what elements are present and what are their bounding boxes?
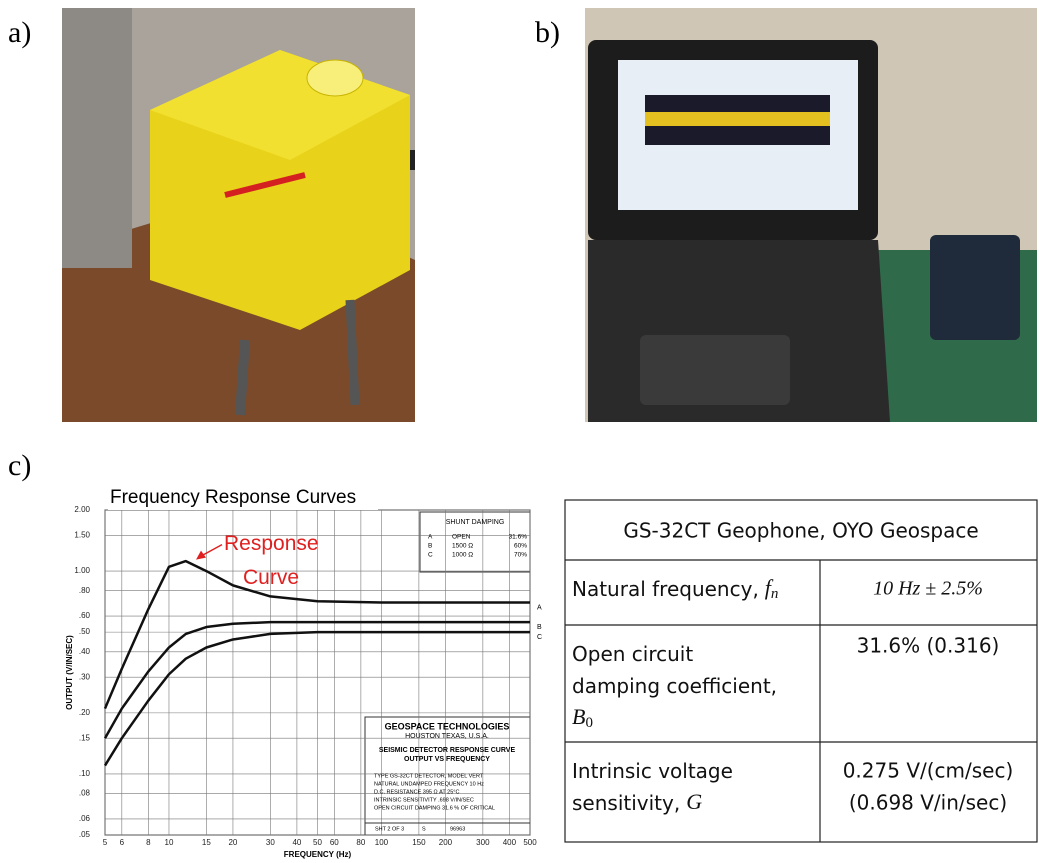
- row-label: Intrinsic voltage: [572, 759, 733, 783]
- x-tick-label: 60: [330, 838, 339, 847]
- y-tick-label: .08: [79, 789, 91, 798]
- x-tick-label: 20: [228, 838, 237, 847]
- x-tick-label: 8: [146, 838, 151, 847]
- y-tick-label: .80: [79, 586, 91, 595]
- x-tick-label: 500: [523, 838, 537, 847]
- info-footer: SHT 2 OF 3: [375, 826, 404, 832]
- info-line: NATURAL UNDAMPED FREQUENCY 10 Hz: [374, 781, 484, 787]
- info-line: INTRINSIC SENSITIVITY .698 V/IN/SEC: [374, 797, 474, 803]
- figure: a) b) c) 5 6 8 10 15 20 30 40 50 60 80 100 150 200 300 400…: [0, 0, 1039, 863]
- y-tick-label: .20: [79, 708, 91, 717]
- shunt-cell: OPEN: [452, 534, 471, 541]
- shunt-cell: 1500 Ω: [452, 543, 473, 550]
- row-symbol: B: [572, 704, 585, 729]
- x-tick-label: 15: [202, 838, 211, 847]
- annotation: Curve: [243, 566, 299, 589]
- shunt-cell: 31.6%: [509, 534, 528, 541]
- table-header: GS-32CT Geophone, OYO Geospace: [623, 519, 978, 543]
- y-tick-label: .40: [79, 647, 91, 656]
- row-label: Natural frequency,fn: [572, 575, 778, 602]
- info-line: OUTPUT VS FREQUENCY: [404, 756, 490, 763]
- row-subscript: 0: [585, 715, 593, 731]
- row-value: 10 Hz ± 2.5%: [873, 578, 983, 600]
- row-label: damping coefficient,: [572, 674, 777, 698]
- row-label-text: Natural frequency,: [572, 577, 759, 601]
- y-tick-label: 2.00: [74, 505, 90, 514]
- shunt-title: SHUNT DAMPING: [446, 519, 505, 526]
- row-label: B0: [572, 704, 593, 731]
- x-tick-label: 200: [439, 838, 453, 847]
- annotation-arrowhead: [196, 551, 206, 560]
- series-label: B: [537, 624, 542, 631]
- x-tick-label: 100: [375, 838, 389, 847]
- x-tick-label: 30: [266, 838, 275, 847]
- row-label-text: Intrinsic voltage: [572, 759, 733, 783]
- page: {"panel_labels": ["a)", "b)", "c)"], "ch…: [0, 0, 1039, 863]
- photo-laptop: [585, 8, 1037, 422]
- x-tick-label: 10: [165, 838, 174, 847]
- y-tick-label: .15: [79, 733, 91, 742]
- x-tick-label: 40: [292, 838, 301, 847]
- shunt-cell: 70%: [514, 552, 527, 559]
- row-value: (0.698 V/in/sec): [849, 791, 1007, 815]
- y-tick-label: .60: [79, 611, 91, 620]
- row-label-text: sensitivity,: [572, 791, 680, 815]
- x-tick-label: 300: [476, 838, 490, 847]
- series-label: C: [537, 634, 542, 641]
- row-label-text: damping coefficient,: [572, 674, 777, 698]
- row-value: 0.275 V/(cm/sec): [843, 759, 1014, 783]
- panel-label: a): [8, 16, 31, 49]
- photo-geophone: [62, 8, 415, 422]
- shunt-cell: A: [428, 534, 433, 541]
- y-tick-label: .10: [79, 769, 91, 778]
- row-value: 31.6% (0.316): [857, 634, 1000, 658]
- shunt-cell: 1000 Ω: [452, 552, 473, 559]
- info-line: HOUSTON TEXAS, U.S.A.: [405, 733, 489, 740]
- info-line: OPEN CIRCUIT DAMPING 31.6 % OF CRITICAL: [374, 805, 495, 811]
- chart-title: Frequency Response Curves: [110, 487, 356, 508]
- y-tick-label: 1.50: [74, 530, 90, 539]
- x-axis-label: FREQUENCY (Hz): [284, 850, 352, 859]
- row-label: sensitivity,G: [572, 789, 702, 814]
- x-tick-label: 6: [120, 838, 125, 847]
- annotation: Response: [224, 532, 319, 555]
- row-label-text: Open circuit: [572, 642, 693, 666]
- x-tick-label: 400: [503, 838, 517, 847]
- shunt-cell: 60%: [514, 543, 527, 550]
- info-footer: 96963: [450, 826, 465, 832]
- y-tick-label: .50: [79, 627, 91, 636]
- shunt-cell: C: [428, 552, 433, 559]
- row-subscript: n: [771, 586, 779, 602]
- x-tick-label: 150: [412, 838, 426, 847]
- info-line: D.C. RESISTANCE 395 Ω AT 25°C: [374, 789, 460, 795]
- y-tick-label: .30: [79, 672, 91, 681]
- y-axis-label: OUTPUT (V/IN/SEC): [65, 635, 74, 710]
- series-label: A: [537, 604, 542, 611]
- x-tick-label: 50: [313, 838, 322, 847]
- row-symbol: G: [686, 789, 702, 814]
- shunt-cell: B: [428, 543, 432, 550]
- row-label: Open circuit: [572, 642, 693, 666]
- info-footer: S: [422, 826, 426, 832]
- x-tick-label: 80: [356, 838, 365, 847]
- panel-label: b): [535, 16, 560, 49]
- x-tick-label: 5: [103, 838, 108, 847]
- panel-label: c): [8, 449, 31, 482]
- y-tick-label: .06: [79, 814, 91, 823]
- info-line: SEISMIC DETECTOR RESPONSE CURVE: [379, 747, 516, 754]
- info-line: GEOSPACE TECHNOLOGIES: [385, 721, 510, 731]
- y-tick-label: .05: [79, 830, 91, 839]
- y-tick-label: 1.00: [74, 566, 90, 575]
- info-line: TYPE GS-32CT DETECTOR, MODEL VERT: [374, 773, 484, 779]
